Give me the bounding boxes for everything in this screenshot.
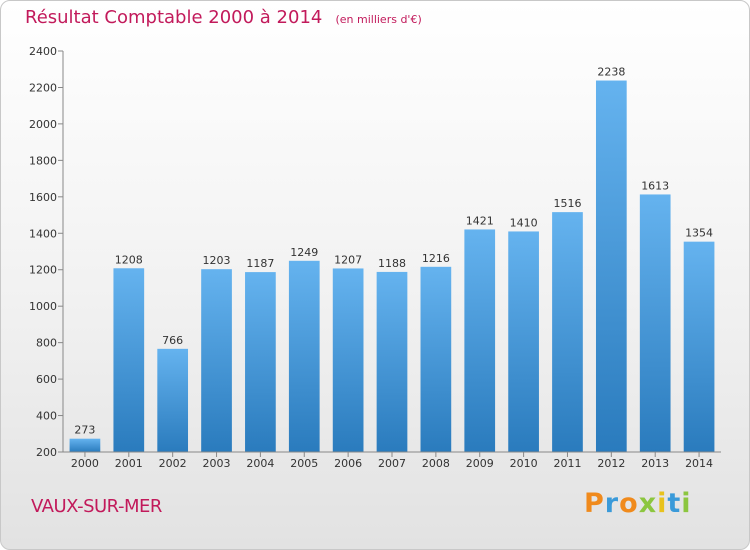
- value-label-2007: 1188: [378, 257, 406, 270]
- y-tick-label: 2000: [29, 118, 57, 131]
- brand-letter: r: [604, 488, 620, 519]
- y-tick-label: 1200: [29, 264, 57, 277]
- bar-2001: [113, 268, 145, 452]
- x-tick-label-2005: 2005: [290, 457, 318, 470]
- value-label-2002: 766: [162, 334, 183, 347]
- y-tick-label: 400: [36, 410, 57, 423]
- bar-2002: [157, 348, 189, 452]
- x-tick-label-2012: 2012: [597, 457, 625, 470]
- y-tick-label: 600: [36, 373, 57, 386]
- value-label-2006: 1207: [334, 253, 362, 266]
- value-label-2012: 2238: [597, 66, 625, 79]
- brand-letter: i: [681, 488, 692, 519]
- value-label-2003: 1203: [203, 254, 231, 267]
- x-tick-label-2009: 2009: [466, 457, 494, 470]
- y-tick-label: 800: [36, 337, 57, 350]
- value-label-2011: 1516: [553, 197, 581, 210]
- bars-group: [69, 80, 715, 452]
- bar-2008: [420, 266, 452, 452]
- brand-letter: t: [667, 488, 682, 519]
- brand-letter: o: [619, 488, 639, 519]
- value-label-2009: 1421: [466, 214, 494, 227]
- value-label-2001: 1208: [115, 253, 143, 266]
- bar-2006: [332, 268, 364, 452]
- x-tick-label-2006: 2006: [334, 457, 362, 470]
- bar-2009: [464, 229, 496, 452]
- chart-title: Résultat Comptable 2000 à 2014 (en milli…: [25, 7, 422, 28]
- y-axis: 200 400 600 800 1000 1200 1400 1600 1800 2000 2200…: [29, 45, 64, 459]
- x-tick-label-2014: 2014: [685, 457, 713, 470]
- y-tick-label: 1600: [29, 191, 57, 204]
- brand-letter: x: [638, 488, 658, 519]
- x-tick-label-2007: 2007: [378, 457, 406, 470]
- x-tick-label-2013: 2013: [641, 457, 669, 470]
- bar-2003: [201, 269, 232, 452]
- x-axis: 2000 2001 2002 2003 2004 2005 2006 2007 2008 2009…: [63, 451, 721, 470]
- value-labels: 273 1208 766 1203 1187 1249 1207 1188 1216 1421 14…: [74, 66, 713, 437]
- bar-2000: [69, 438, 101, 452]
- y-tick-label: 2200: [29, 81, 57, 94]
- brand-letter: i: [657, 488, 668, 519]
- bar-2010: [508, 231, 539, 452]
- bar-2005: [288, 260, 320, 452]
- bar-2007: [376, 271, 408, 452]
- bar-2014: [683, 241, 715, 452]
- x-tick-label-2004: 2004: [246, 457, 274, 470]
- brand-letter: P: [584, 488, 605, 519]
- value-label-2008: 1216: [422, 252, 450, 265]
- x-tick-label-2000: 2000: [71, 457, 99, 470]
- bar-2011: [552, 212, 583, 452]
- x-tick-label-2008: 2008: [422, 457, 450, 470]
- x-tick-label-2011: 2011: [553, 457, 581, 470]
- y-tick-label: 1800: [29, 154, 57, 167]
- y-tick-label: 2400: [29, 45, 57, 58]
- value-label-2004: 1187: [246, 257, 274, 270]
- value-label-2013: 1613: [641, 179, 669, 192]
- bar-2013: [639, 194, 671, 452]
- x-tick-label-2001: 2001: [115, 457, 143, 470]
- value-label-2005: 1249: [290, 246, 318, 259]
- y-tick-label: 1000: [29, 300, 57, 313]
- place-name: VAUX-SUR-MER: [31, 496, 162, 517]
- x-tick-label-2003: 2003: [203, 457, 231, 470]
- x-tick-label-2002: 2002: [159, 457, 187, 470]
- y-tick-label: 200: [36, 446, 57, 459]
- value-label-2010: 1410: [510, 216, 538, 229]
- value-label-2000: 273: [74, 424, 95, 437]
- bar-2012: [595, 80, 627, 452]
- chart-title-text: Résultat Comptable 2000 à 2014: [25, 7, 323, 28]
- x-tick-label-2010: 2010: [510, 457, 538, 470]
- brand-logo: Proxiti: [584, 488, 692, 519]
- y-tick-label: 1400: [29, 227, 57, 240]
- chart-unit-text: (en milliers d'€): [335, 13, 422, 26]
- value-label-2014: 1354: [685, 227, 713, 240]
- bar-2004: [245, 272, 276, 452]
